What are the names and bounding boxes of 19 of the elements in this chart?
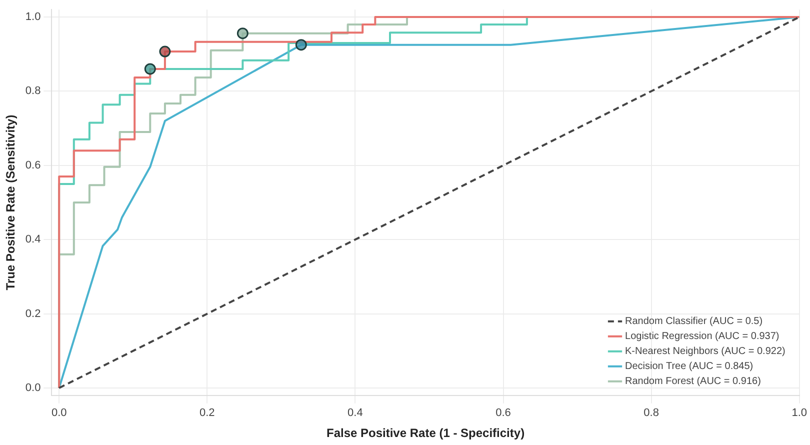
- y-tick-label: 0.8: [25, 85, 41, 98]
- y-tick-label: 0.2: [25, 308, 41, 320]
- legend-label: Decision Tree (AUC = 0.845): [625, 361, 754, 372]
- legend-label: Random Classifier (AUC = 0.5): [625, 316, 763, 328]
- x-axis-title: False Positive Rate (1 - Specificity): [326, 426, 525, 440]
- y-tick-label: 0.0: [25, 382, 41, 394]
- x-tick-label: 0.0: [51, 407, 67, 420]
- x-tick-label: 0.4: [348, 407, 363, 420]
- x-tick-label: 1.0: [792, 407, 808, 420]
- legend-label: Logistic Regression (AUC = 0.937): [625, 331, 780, 342]
- x-tick-label: 0.8: [644, 407, 659, 420]
- y-tick-label: 1.0: [25, 11, 41, 24]
- legend-label: Random Forest (AUC = 0.916): [625, 376, 761, 388]
- y-axis-title: True Positive Rate (Sensitivity): [4, 114, 18, 290]
- y-tick-label: 0.6: [25, 159, 41, 172]
- legend-label: K-Nearest Neighbors (AUC = 0.922): [625, 346, 786, 358]
- x-tick-label: 0.2: [200, 407, 215, 420]
- x-tick-label: 0.6: [496, 407, 511, 420]
- y-tick-label: 0.4: [25, 234, 41, 246]
